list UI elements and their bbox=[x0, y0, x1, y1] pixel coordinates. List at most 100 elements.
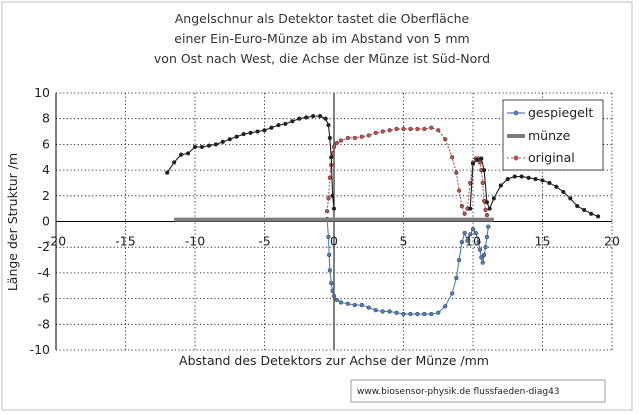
data-point-gespiegelt bbox=[334, 297, 339, 303]
x-tick-label: 5 bbox=[400, 234, 408, 249]
data-point-unnamed-3 bbox=[234, 134, 239, 139]
data-point-gespiegelt bbox=[352, 302, 358, 308]
data-point-unnamed-4 bbox=[475, 157, 480, 162]
data-point-unnamed-4 bbox=[491, 196, 497, 201]
data-point-gespiegelt bbox=[380, 309, 385, 314]
y-tick-label: 6 bbox=[42, 136, 50, 151]
data-point-unnamed-3 bbox=[185, 151, 191, 156]
source-note-box bbox=[350, 379, 606, 403]
data-point-original bbox=[387, 128, 392, 133]
data-point-unnamed-3 bbox=[220, 139, 225, 144]
data-point-original bbox=[366, 133, 371, 138]
data-point-gespiegelt bbox=[327, 268, 332, 273]
data-point-gespiegelt bbox=[483, 245, 488, 250]
data-point-gespiegelt bbox=[462, 230, 467, 236]
data-point-original bbox=[483, 207, 488, 213]
data-point-gespiegelt bbox=[429, 311, 434, 317]
chart-title-line-3: von Ost nach West, die Achse der Münze i… bbox=[154, 51, 490, 66]
data-point-gespiegelt bbox=[477, 247, 483, 252]
data-point-gespiegelt bbox=[373, 308, 378, 313]
y-tick-label: 2 bbox=[42, 188, 50, 203]
data-point-gespiegelt bbox=[331, 293, 337, 299]
data-point-unnamed-3 bbox=[317, 113, 323, 119]
data-point-original bbox=[327, 175, 332, 180]
data-point-gespiegelt bbox=[486, 224, 491, 229]
data-point-unnamed-4 bbox=[470, 161, 476, 166]
data-point-unnamed-4 bbox=[540, 178, 545, 183]
data-point-unnamed-4 bbox=[582, 207, 587, 213]
data-point-gespiegelt bbox=[415, 311, 420, 317]
data-point-unnamed-4 bbox=[595, 214, 601, 219]
x-axis-label: Abstand des Detektors zur Achse der Münz… bbox=[179, 353, 489, 368]
data-point-unnamed-3 bbox=[327, 135, 332, 141]
y-tick-label: -8 bbox=[38, 316, 51, 331]
data-point-unnamed-3 bbox=[206, 143, 212, 148]
data-point-gespiegelt bbox=[473, 230, 478, 236]
data-point-unnamed-3 bbox=[329, 155, 334, 160]
data-point-gespiegelt bbox=[338, 300, 344, 305]
data-point-unnamed-4 bbox=[468, 206, 473, 211]
data-point-unnamed-3 bbox=[290, 119, 295, 124]
data-point-gespiegelt bbox=[422, 311, 427, 317]
data-point-gespiegelt bbox=[329, 281, 334, 286]
x-tick-label: 0 bbox=[330, 234, 338, 249]
data-point-original bbox=[359, 134, 364, 139]
data-point-unnamed-4 bbox=[484, 200, 490, 205]
data-point-gespiegelt bbox=[326, 234, 331, 240]
data-point-gespiegelt bbox=[450, 291, 455, 296]
data-point-gespiegelt bbox=[454, 275, 459, 281]
data-point-gespiegelt bbox=[401, 311, 406, 317]
y-axis-label: Länge der Struktur /m bbox=[5, 153, 20, 291]
data-point-gespiegelt bbox=[408, 311, 413, 317]
data-point-unnamed-3 bbox=[297, 116, 302, 121]
legend-label-original: original bbox=[528, 150, 575, 165]
data-point-unnamed-4 bbox=[575, 203, 580, 209]
data-point-original bbox=[334, 140, 339, 146]
data-point-unnamed-4 bbox=[554, 184, 559, 189]
y-tick-label: -2 bbox=[38, 239, 50, 254]
data-point-gespiegelt bbox=[330, 288, 335, 294]
legend-marker-original bbox=[513, 155, 519, 161]
data-point-original bbox=[352, 135, 358, 141]
legend-label-muenze: münze bbox=[528, 128, 571, 143]
x-tick-label: -10 bbox=[185, 234, 205, 249]
data-point-unnamed-3 bbox=[311, 113, 316, 119]
y-tick-label: -10 bbox=[30, 342, 50, 357]
data-point-unnamed-3 bbox=[326, 122, 331, 128]
data-point-original bbox=[462, 211, 467, 216]
data-point-gespiegelt bbox=[476, 239, 481, 245]
legend-label-gespiegelt: gespiegelt bbox=[528, 105, 593, 120]
data-point-original bbox=[331, 144, 337, 150]
data-point-unnamed-4 bbox=[568, 196, 573, 201]
data-point-original bbox=[456, 188, 462, 193]
data-point-original bbox=[326, 196, 331, 201]
data-point-unnamed-3 bbox=[241, 131, 246, 137]
data-point-unnamed-3 bbox=[172, 160, 177, 165]
x-tick-label: 15 bbox=[535, 234, 551, 249]
chart-frame bbox=[1, 1, 633, 411]
data-point-gespiegelt bbox=[484, 234, 490, 240]
data-point-original bbox=[484, 212, 490, 218]
x-tick-label: -20 bbox=[46, 234, 66, 249]
source-note: www.biosensor-physik.de flussfaeden-diag… bbox=[350, 379, 606, 403]
data-point-unnamed-3 bbox=[255, 129, 260, 134]
source-note-text: www.biosensor-physik.de flussfaeden-diag… bbox=[357, 387, 560, 397]
data-point-gespiegelt bbox=[470, 227, 476, 232]
y-tick-label: 8 bbox=[42, 111, 50, 126]
chart-title-line-2: einer Ein-Euro-Münze ab im Abstand von 5… bbox=[174, 31, 469, 46]
data-point-gespiegelt bbox=[436, 310, 441, 315]
data-point-gespiegelt bbox=[479, 255, 484, 260]
data-point-unnamed-3 bbox=[248, 130, 253, 135]
data-point-original bbox=[454, 170, 459, 175]
data-point-original bbox=[450, 155, 455, 160]
legend-item-gespiegelt: gespiegelt bbox=[507, 105, 593, 120]
data-point-unnamed-4 bbox=[487, 206, 492, 211]
legend-marker-gespiegelt bbox=[513, 110, 519, 116]
data-point-original bbox=[422, 126, 427, 132]
data-point-gespiegelt bbox=[443, 304, 448, 309]
data-point-unnamed-4 bbox=[561, 189, 566, 195]
data-point-unnamed-3 bbox=[283, 121, 288, 126]
data-point-unnamed-4 bbox=[533, 176, 538, 182]
